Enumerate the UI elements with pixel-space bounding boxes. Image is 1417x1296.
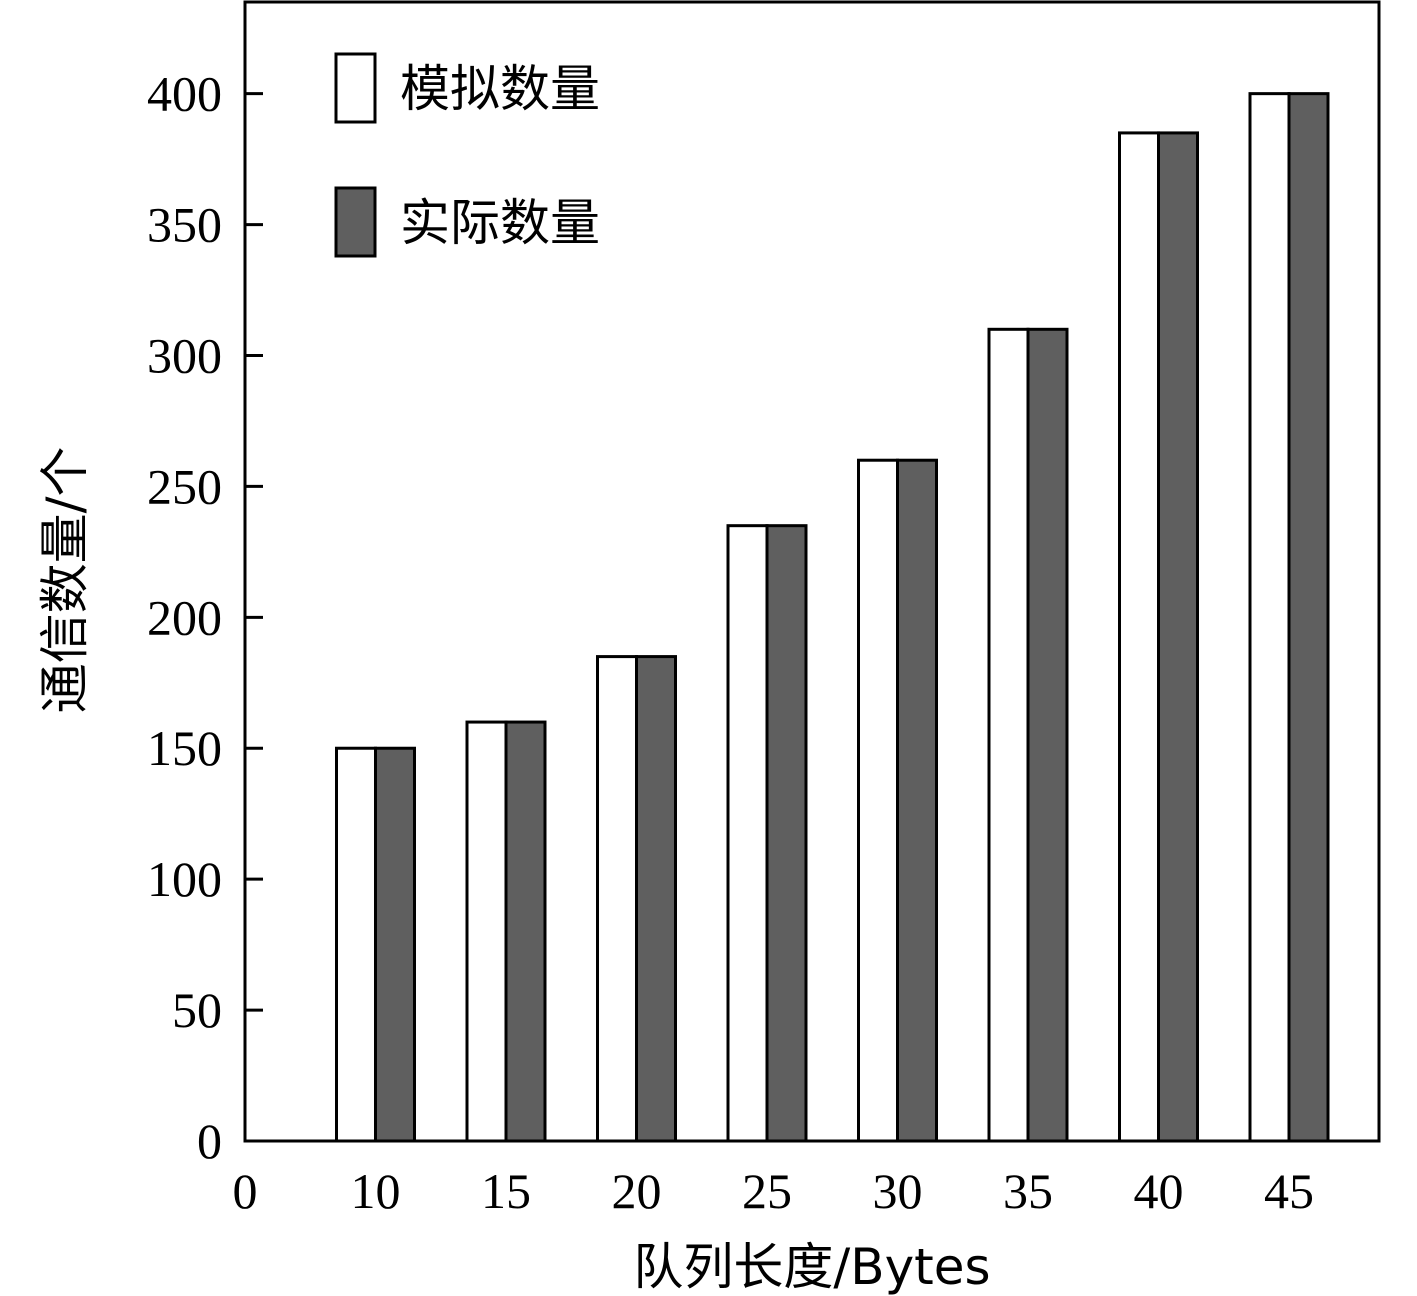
- x-axis-title: 队列长度/Bytes: [633, 1238, 990, 1296]
- x-tick-label-15: 15: [481, 1163, 531, 1219]
- legend-swatch-simulated: [334, 52, 377, 124]
- y-tick-label-0: 0: [197, 1113, 222, 1169]
- y-tick-label-150: 150: [147, 720, 222, 776]
- x-axis-ticks: 0 10 15 20 25 30 35 40 45: [233, 1163, 1315, 1219]
- y-axis-title: 通信数量/个: [36, 447, 94, 714]
- y-tick-label-350: 350: [147, 197, 222, 253]
- bar-actual-20: [635, 655, 677, 1143]
- bar-simulated-35: [987, 327, 1030, 1143]
- bar-actual-35: [1026, 327, 1069, 1143]
- bar-simulated-30: [857, 458, 899, 1143]
- x-tick-label-35: 35: [1003, 1163, 1053, 1219]
- x-tick-label-40: 40: [1134, 1163, 1184, 1219]
- plot-frame: [243, 0, 1381, 1143]
- bar-simulated-15: [465, 720, 508, 1143]
- legend-label-actual: 实际数量: [400, 194, 600, 252]
- legend-label-simulated: 模拟数量: [400, 60, 600, 118]
- y-tick-label-250: 250: [147, 458, 222, 514]
- bar-simulated-40: [1118, 131, 1160, 1143]
- bar-simulated-45: [1248, 92, 1291, 1143]
- y-axis-ticks: 0 50 100 150 200 250 300 350 400: [147, 66, 263, 1169]
- bar-actual-10: [374, 746, 416, 1143]
- y-tick-label-300: 300: [147, 327, 222, 383]
- y-tick-label-200: 200: [147, 589, 222, 645]
- legend-swatch-actual: [334, 186, 377, 258]
- x-tick-label-30: 30: [873, 1163, 923, 1219]
- bar-simulated-20: [596, 655, 638, 1143]
- bars-group: [335, 92, 1330, 1143]
- bar-simulated-10: [335, 746, 377, 1143]
- x-tick-label-20: 20: [612, 1163, 662, 1219]
- bar-actual-25: [765, 524, 808, 1143]
- bar-actual-40: [1157, 131, 1199, 1143]
- x-tick-label-25: 25: [742, 1163, 792, 1219]
- bar-actual-30: [896, 458, 938, 1143]
- bar-actual-45: [1287, 92, 1330, 1143]
- x-tick-label-45: 45: [1264, 1163, 1314, 1219]
- y-tick-label-100: 100: [147, 851, 222, 907]
- y-tick-label-50: 50: [172, 982, 222, 1038]
- bar-simulated-25: [726, 524, 769, 1143]
- bar-actual-15: [504, 720, 547, 1143]
- x-tick-label-0: 0: [233, 1163, 258, 1219]
- x-tick-label-10: 10: [351, 1163, 401, 1219]
- y-tick-label-400: 400: [147, 66, 222, 122]
